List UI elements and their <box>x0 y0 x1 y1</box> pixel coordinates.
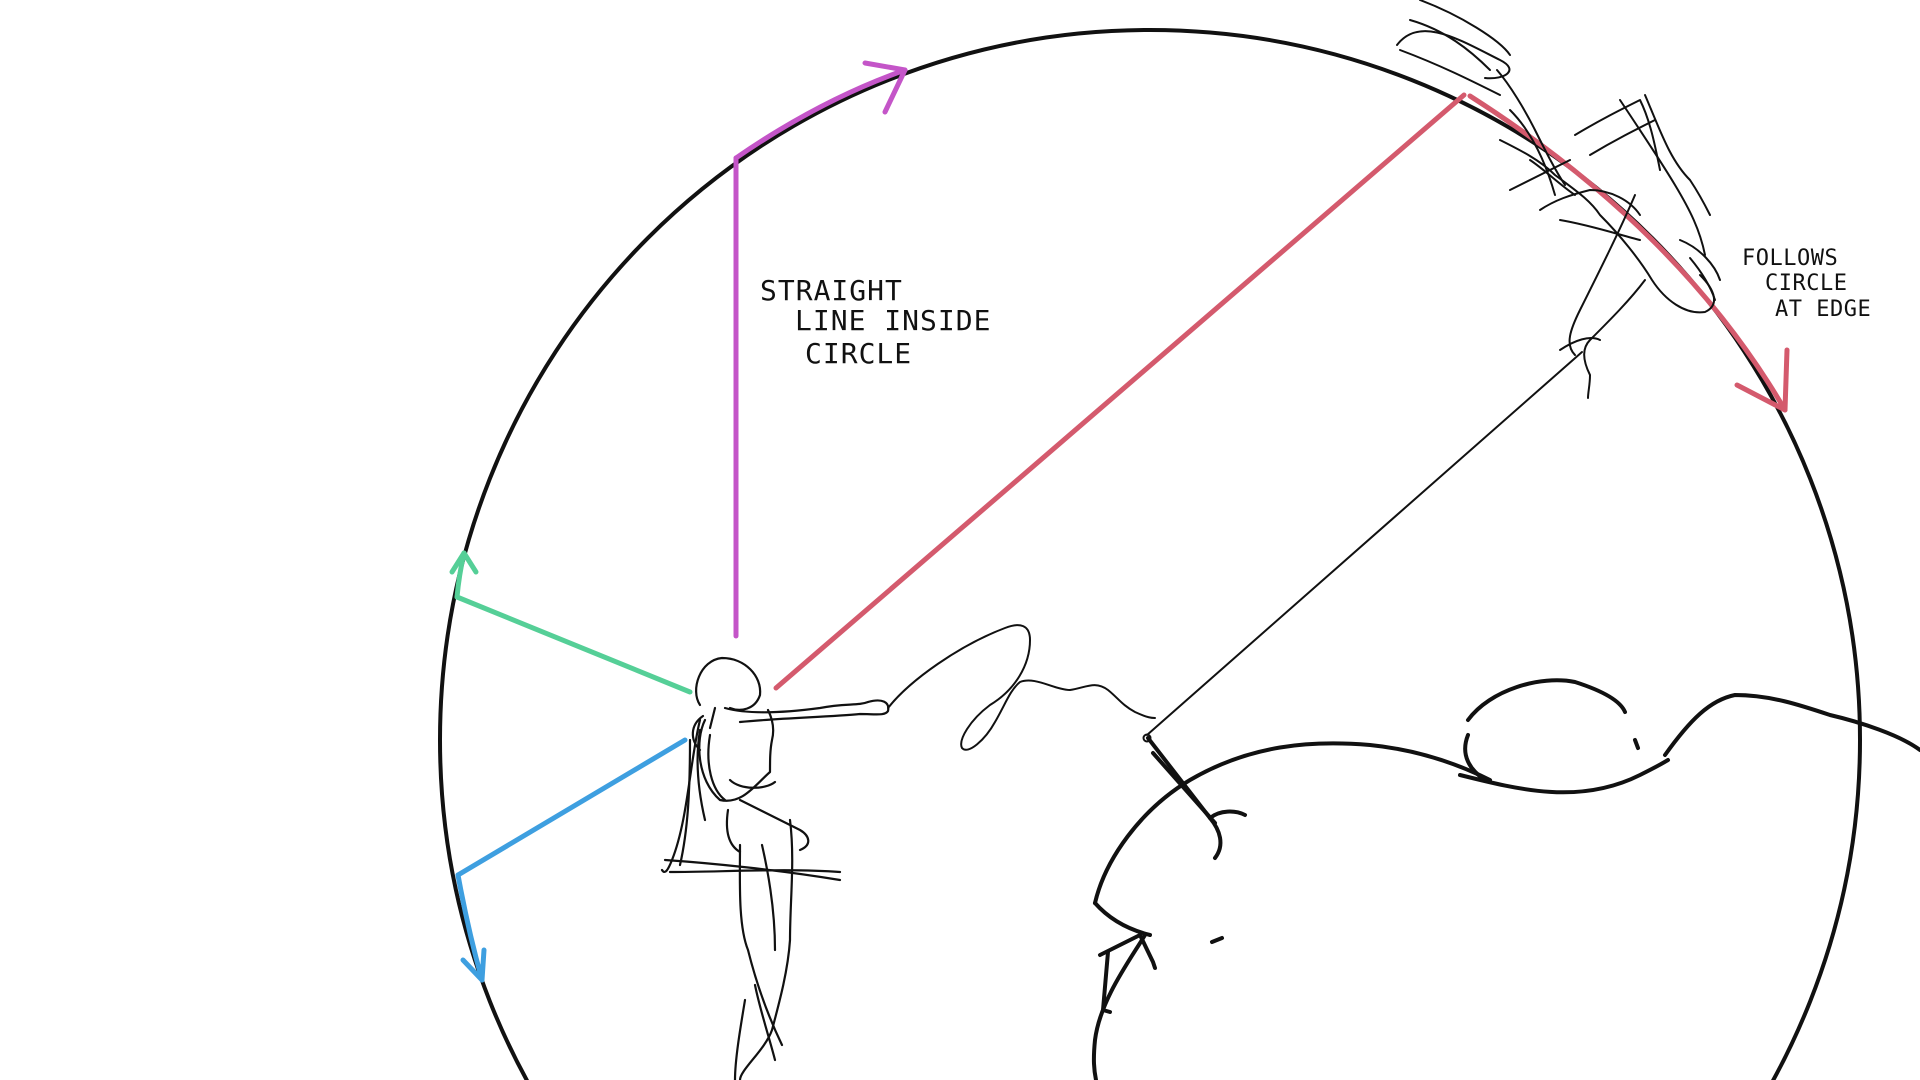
annotation-straight-line-3: CIRCLE <box>805 337 912 370</box>
annotation-follows-circle-2: CIRCLE <box>1765 271 1847 296</box>
magenta-arrow <box>733 60 908 639</box>
blue-arrow <box>455 737 688 983</box>
standing-figure-sketch <box>660 656 890 1080</box>
annotation-straight-line-1: STRAIGHT <box>760 274 903 307</box>
red-arrow <box>773 92 1790 691</box>
annotation-follows-circle: FOLLOWS CIRCLE AT EDGE <box>1742 246 1871 322</box>
terrain-sketch <box>1091 678 1920 1080</box>
reach-circle <box>438 28 1862 1080</box>
flying-figure-sketch <box>1396 0 1721 399</box>
annotation-follows-circle-1: FOLLOWS <box>1742 246 1838 271</box>
green-arrow <box>449 550 693 695</box>
slash-scribble <box>887 624 1156 751</box>
annotation-follows-circle-3: AT EDGE <box>1775 297 1871 322</box>
annotation-straight-line-2: LINE INSIDE <box>795 304 991 337</box>
tether-line <box>1142 351 1583 743</box>
annotation-straight-line: STRAIGHT LINE INSIDE CIRCLE <box>760 274 991 370</box>
